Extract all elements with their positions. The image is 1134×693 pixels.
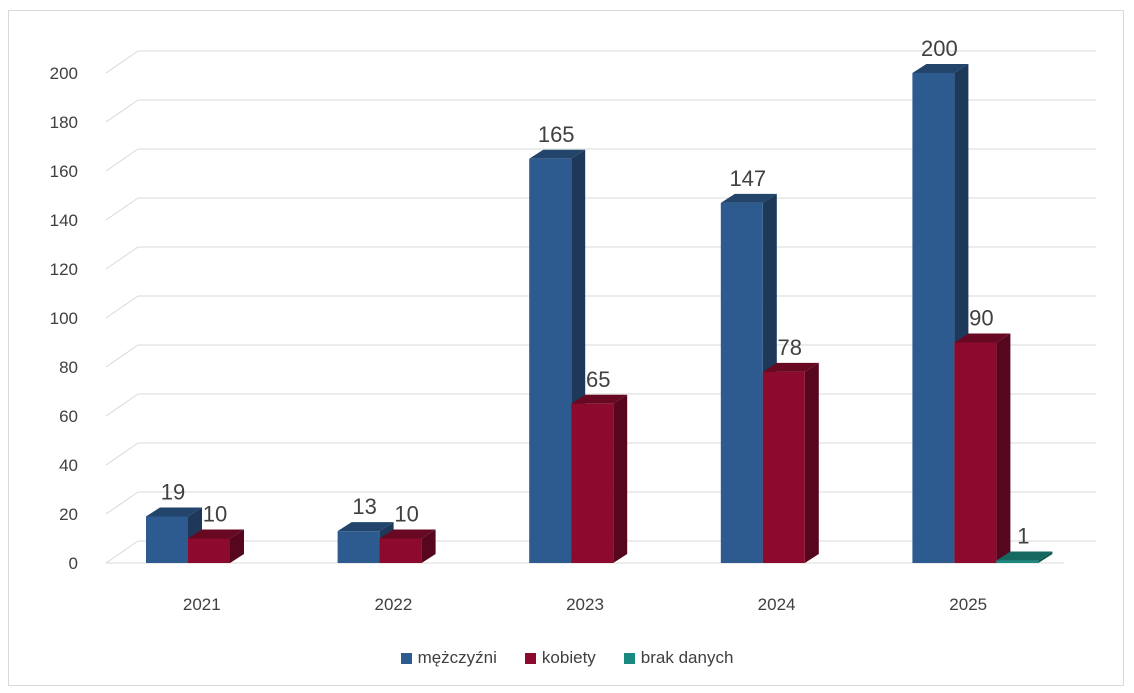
bar	[720, 202, 763, 563]
legend-swatch	[623, 652, 635, 664]
y-tick-label: 160	[50, 162, 78, 181]
data-label: 90	[969, 306, 993, 331]
gridline-diagonal	[105, 50, 139, 74]
legend-label: kobiety	[541, 648, 596, 667]
y-tick-label: 180	[50, 113, 78, 132]
data-label: 10	[394, 502, 418, 527]
bar-top	[720, 193, 777, 203]
legend-swatch	[400, 652, 412, 664]
gridline-diagonal	[105, 197, 139, 221]
data-label: 147	[729, 166, 766, 191]
bar-side	[1038, 551, 1053, 563]
gridline-diagonal	[105, 344, 139, 368]
legend: mężczyźni kobiety brak danych	[0, 648, 1134, 668]
legend-item: mężczyźni	[400, 648, 497, 668]
legend-item: brak danych	[623, 648, 734, 668]
y-tick-label: 100	[50, 309, 78, 328]
y-tick-label: 20	[59, 505, 78, 524]
data-label: 78	[778, 335, 802, 360]
y-tick-label: 140	[50, 211, 78, 230]
x-tick-label: 2023	[566, 595, 604, 614]
bar	[996, 560, 1039, 563]
bar	[146, 516, 188, 563]
bar-top	[379, 529, 436, 539]
data-label: 19	[161, 479, 185, 504]
y-tick-label: 40	[59, 456, 78, 475]
gridline-diagonal	[105, 246, 139, 270]
y-tick-label: 60	[59, 407, 78, 426]
bar-top	[188, 529, 244, 539]
bar	[762, 371, 805, 563]
gridline-diagonal	[105, 295, 139, 319]
bar-side	[613, 394, 628, 563]
bar-top	[529, 149, 586, 159]
bar	[571, 403, 614, 563]
gridline-diagonal	[105, 491, 139, 515]
bar-side	[421, 529, 436, 563]
bar-top	[571, 394, 628, 404]
x-tick-label: 2021	[183, 595, 221, 614]
y-tick-label: 80	[59, 358, 78, 377]
x-tick-label: 2025	[949, 595, 987, 614]
legend-item: kobiety	[524, 648, 596, 668]
bar-top	[337, 522, 394, 532]
gridline-diagonal	[105, 442, 139, 466]
data-label: 1	[1017, 524, 1029, 549]
bar-side	[230, 529, 244, 563]
bar-top	[912, 64, 969, 73]
bar	[337, 531, 380, 563]
y-tick-label: 120	[50, 260, 78, 279]
legend-swatch	[524, 652, 536, 664]
bar-top	[762, 362, 819, 372]
data-label: 165	[538, 122, 575, 147]
data-label: 200	[921, 36, 958, 61]
y-tick-label: 0	[69, 554, 78, 573]
gridline-diagonal	[105, 540, 139, 564]
bar	[379, 538, 422, 563]
bar-top	[996, 551, 1053, 561]
data-label: 10	[203, 502, 227, 527]
gridline-diagonal	[105, 393, 139, 417]
bar	[529, 158, 572, 563]
legend-label: mężczyźni	[417, 648, 497, 667]
data-label: 13	[352, 494, 376, 519]
bar	[912, 73, 955, 563]
x-tick-label: 2022	[374, 595, 412, 614]
bar-top	[954, 333, 1011, 343]
x-tick-label: 2024	[758, 595, 796, 614]
bar-top	[146, 507, 202, 517]
gridline-diagonal	[105, 99, 139, 123]
bar	[188, 538, 230, 563]
bar-side	[804, 362, 819, 563]
gridline-diagonal	[105, 148, 139, 172]
data-label: 65	[586, 367, 610, 392]
bar	[954, 342, 997, 563]
bar-side	[996, 333, 1011, 563]
legend-label: brak danych	[640, 648, 734, 667]
y-tick-label: 200	[50, 64, 78, 83]
